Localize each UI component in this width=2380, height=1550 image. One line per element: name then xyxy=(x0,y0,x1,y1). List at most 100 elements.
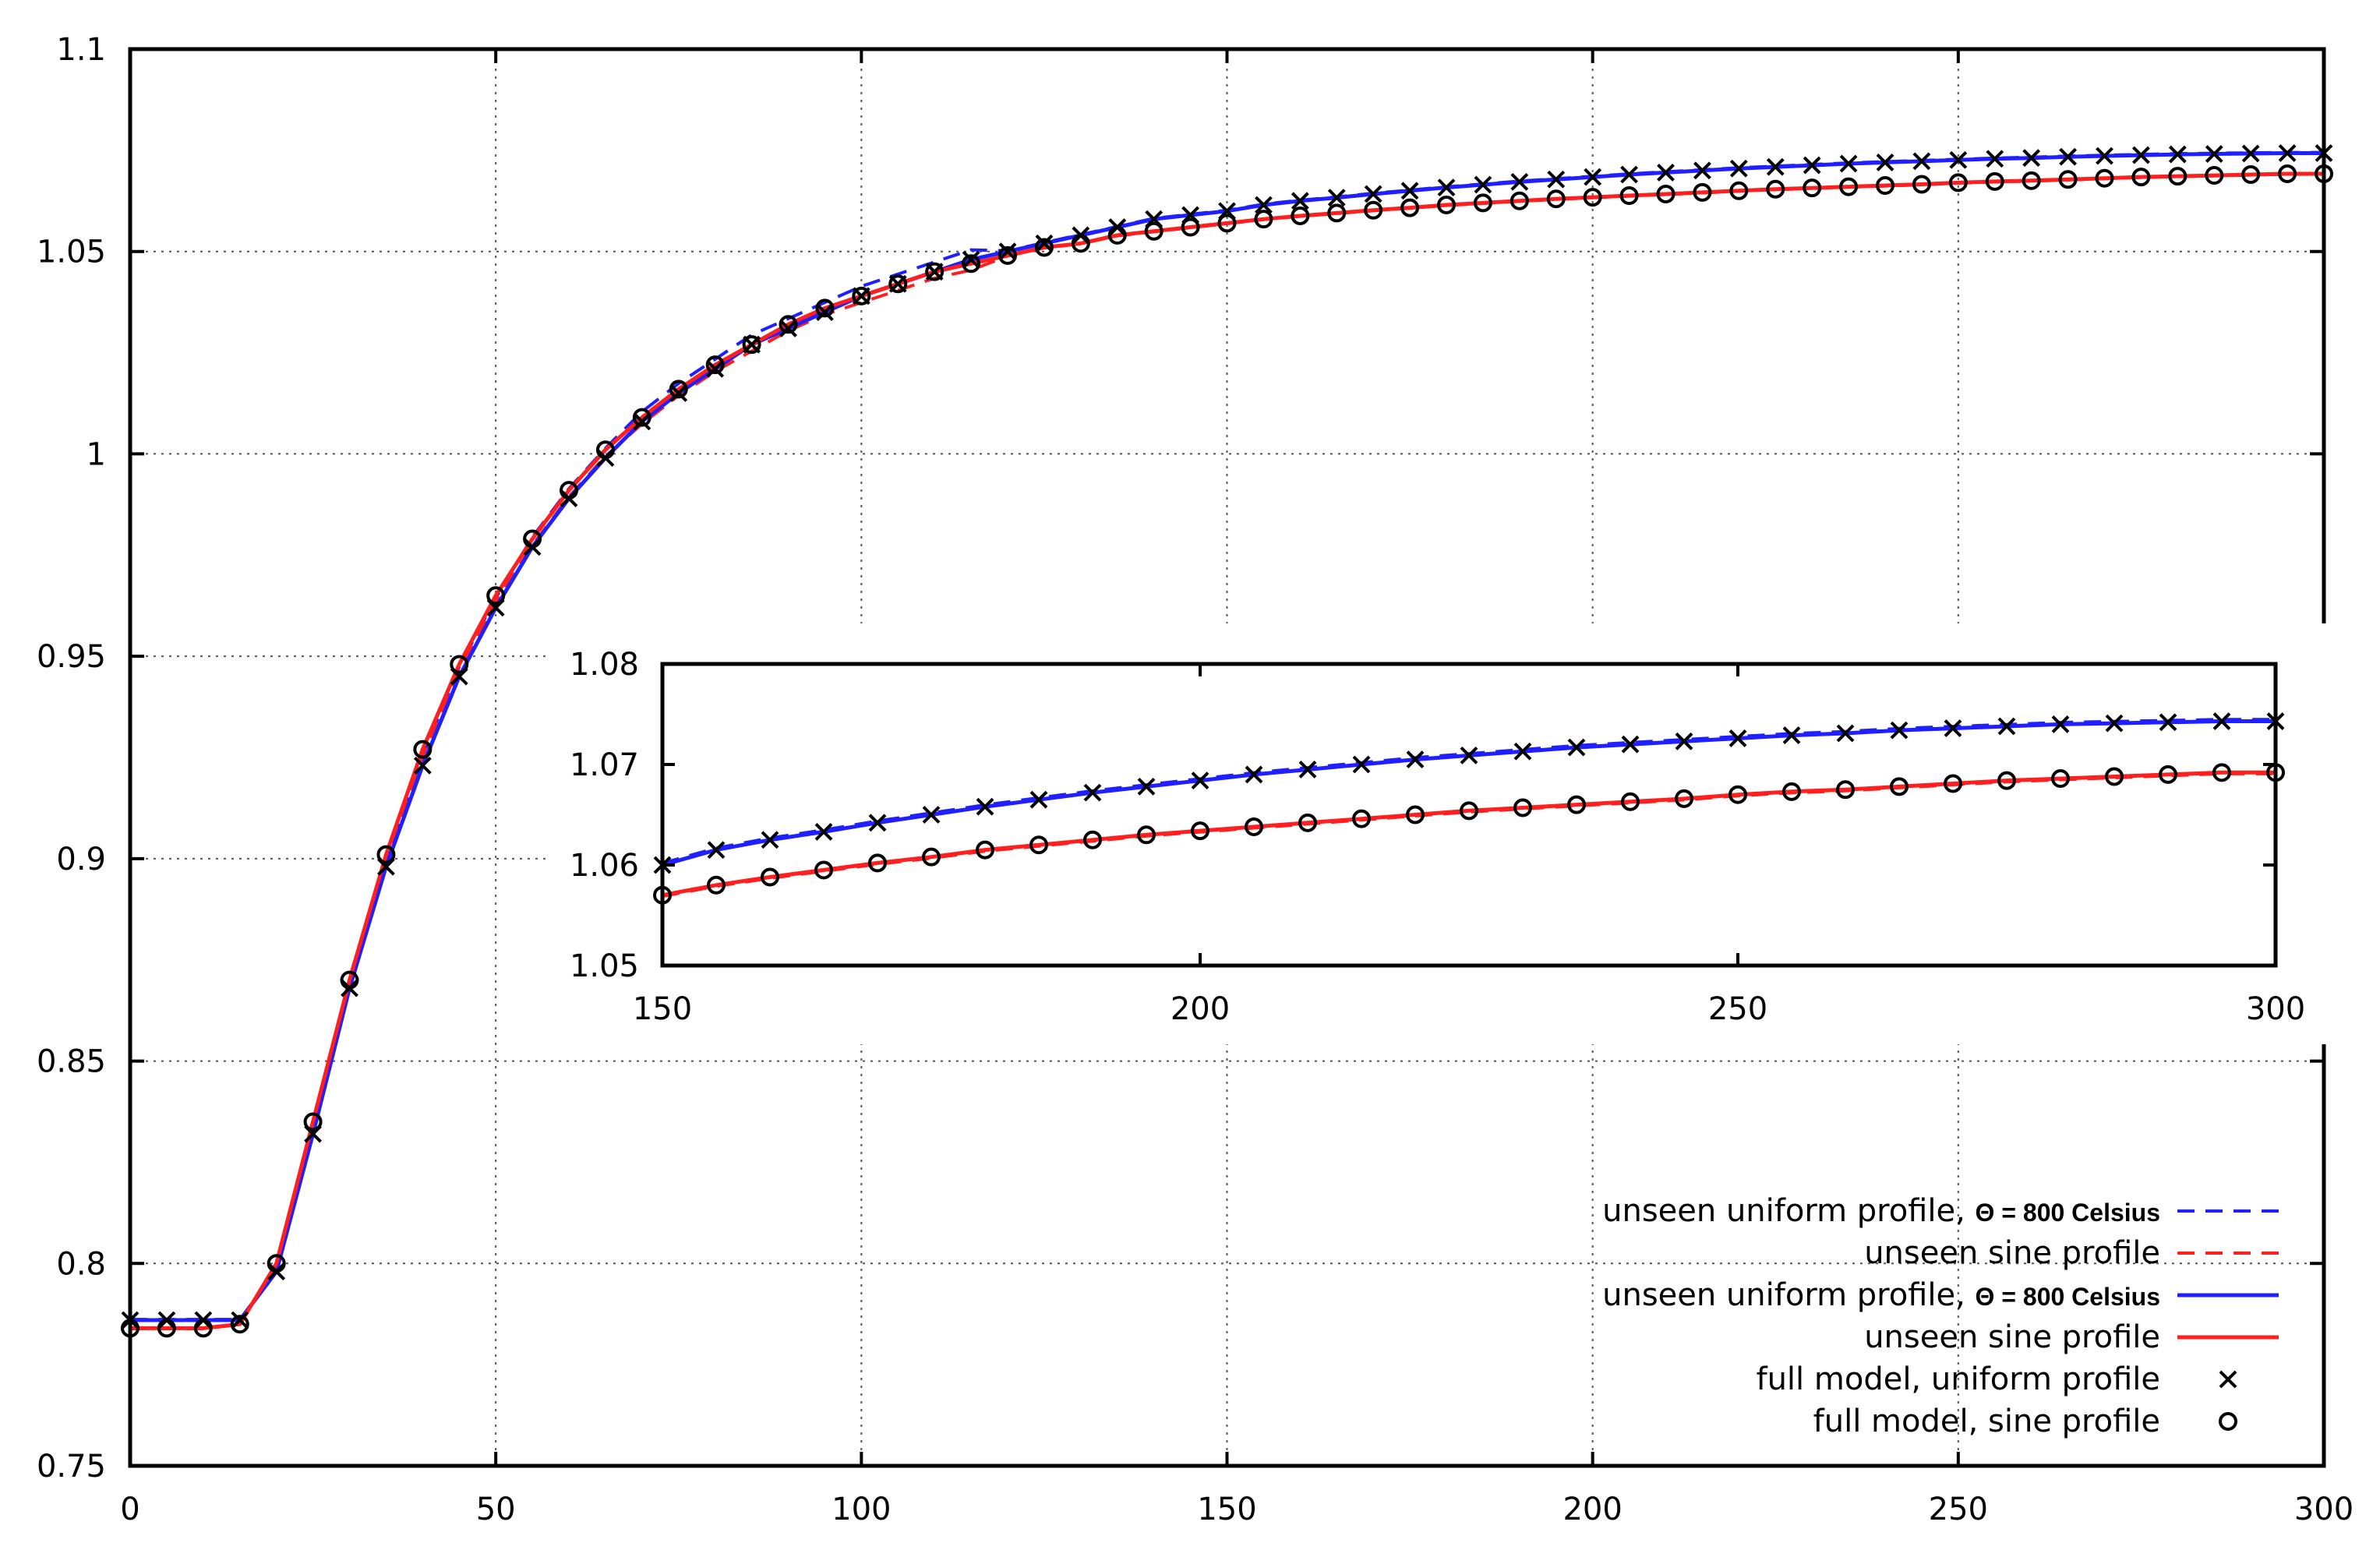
data-point-uniform-inset xyxy=(1298,761,1317,779)
data-point-uniform-inset xyxy=(1782,726,1801,745)
data-point-sine xyxy=(1693,182,1712,202)
data-point-uniform xyxy=(1803,156,1821,175)
data-point-uniform xyxy=(2059,147,2077,166)
data-point-uniform xyxy=(2278,144,2297,162)
inset-y-tick-label: 1.06 xyxy=(570,848,639,884)
marker-cross-stroke xyxy=(2059,147,2077,166)
data-point-sine xyxy=(560,481,578,500)
data-point-uniform-inset xyxy=(1890,721,1909,740)
marker-cross-stroke xyxy=(868,814,887,832)
marker-cross-stroke xyxy=(1298,761,1317,779)
data-point-sine xyxy=(2022,171,2041,190)
marker-cross-stroke xyxy=(2159,713,2177,732)
marker-cross-stroke xyxy=(1766,157,1785,176)
data-point-sine-inset xyxy=(1513,798,1532,817)
legend-swatch-cross xyxy=(2219,1370,2237,1389)
inset-x-tick-label: 150 xyxy=(633,991,692,1027)
inset-plot-frame xyxy=(660,662,2278,968)
data-point-uniform xyxy=(2168,145,2187,164)
data-point-sine xyxy=(303,1112,323,1132)
legend-label-main: unseen sine profile xyxy=(1864,1319,2160,1355)
data-point-uniform-inset xyxy=(1567,738,1586,757)
data-point-sine xyxy=(157,1319,176,1338)
data-point-sine-inset xyxy=(976,840,994,860)
marker-cross-stroke xyxy=(706,359,725,378)
inset-y-tick-label: 1.05 xyxy=(570,948,639,984)
marker-cross-stroke xyxy=(779,319,797,337)
marker-cross-stroke xyxy=(1836,724,1855,743)
y-tick-label: 1 xyxy=(87,436,106,472)
data-point-sine-inset xyxy=(1352,809,1371,828)
data-point-sine-inset xyxy=(761,867,779,887)
data-point-sine xyxy=(1876,176,1894,196)
data-point-uniform-inset xyxy=(1729,729,1747,747)
marker-cross-stroke xyxy=(1191,771,1209,790)
data-point-uniform-inset xyxy=(2051,715,2070,733)
legend-label-suffix: Θ = 800 Celsius xyxy=(1976,1199,2160,1227)
data-point-uniform xyxy=(1620,165,1638,184)
data-point-uniform xyxy=(1876,154,1894,171)
marker-cross-stroke xyxy=(2022,149,2041,168)
marker-cross-stroke xyxy=(976,797,994,816)
data-point-sine xyxy=(1364,200,1383,220)
marker-cross-stroke xyxy=(633,412,651,431)
data-point-sine xyxy=(595,440,615,460)
data-point-sine-inset xyxy=(1944,774,1962,793)
marker-cross-stroke xyxy=(1912,152,1931,171)
marker-cross-stroke xyxy=(1291,192,1309,210)
inset-axis-ticks: 150 200 250 300 1.05 1.06 1.07 1.08 xyxy=(570,647,2305,1027)
data-point-sine xyxy=(1510,191,1529,210)
data-point-uniform xyxy=(1400,182,1419,200)
data-point-sine xyxy=(267,1254,286,1273)
data-point-uniform-inset xyxy=(1513,742,1532,761)
marker-cross-stroke xyxy=(1675,732,1693,750)
data-point-uniform-inset xyxy=(1406,750,1425,768)
marker-cross-stroke xyxy=(922,806,941,824)
data-point-sine xyxy=(2205,166,2224,185)
marker-cross-stroke xyxy=(1997,717,2016,736)
marker-cross-stroke xyxy=(1657,164,1675,182)
marker-cross-stroke xyxy=(1621,735,1640,754)
data-point-uniform xyxy=(1474,175,1492,194)
marker-cross-stroke xyxy=(1513,742,1532,761)
data-point-sine xyxy=(2278,164,2297,183)
marker-cross-stroke xyxy=(1255,196,1273,214)
y-tick-label: 0.9 xyxy=(56,842,106,877)
inset-x-tick-label: 300 xyxy=(2246,991,2305,1027)
data-point-sine-inset xyxy=(1621,792,1640,811)
inset-markers xyxy=(653,712,2285,905)
data-point-uniform-inset xyxy=(1997,717,2016,736)
data-point-uniform xyxy=(2096,147,2113,165)
data-point-uniform xyxy=(1986,150,2004,168)
marker-cross-stroke xyxy=(761,831,779,849)
marker-cross-stroke xyxy=(1029,790,1048,809)
data-point-sine xyxy=(1619,186,1639,206)
data-point-sine-inset xyxy=(1191,821,1209,841)
legend-label-suffix: Θ = 800 Celsius xyxy=(1976,1283,2160,1311)
data-point-uniform xyxy=(669,384,688,402)
data-point-sine-inset xyxy=(1298,813,1317,832)
marker-cross-stroke xyxy=(1693,161,1711,180)
legend-label-main: full model, uniform profile xyxy=(1757,1361,2161,1397)
marker-cross-stroke xyxy=(1876,154,1894,171)
data-point-sine-inset xyxy=(1782,782,1801,801)
marker-cross-stroke xyxy=(962,250,980,269)
data-point-sine xyxy=(1729,181,1749,200)
data-point-uniform xyxy=(1766,157,1785,176)
data-point-uniform xyxy=(1584,168,1602,186)
data-point-sine xyxy=(230,1315,249,1334)
data-point-sine xyxy=(2241,165,2261,185)
data-point-uniform xyxy=(998,242,1017,261)
marker-cross-stroke xyxy=(1986,150,2004,168)
data-point-sine xyxy=(1327,203,1347,223)
marker-cross-stroke xyxy=(1890,721,1909,740)
data-point-uniform xyxy=(816,303,834,322)
data-point-sine xyxy=(1912,175,1931,194)
marker-cross-stroke xyxy=(1944,719,1962,737)
x-tick-label: 250 xyxy=(1929,1492,1988,1527)
data-point-sine-inset xyxy=(1997,771,2016,790)
data-point-uniform xyxy=(779,319,797,337)
marker-cross-stroke xyxy=(1510,172,1529,191)
marker-cross-stroke xyxy=(2219,1370,2237,1389)
data-point-sine xyxy=(1071,234,1090,253)
